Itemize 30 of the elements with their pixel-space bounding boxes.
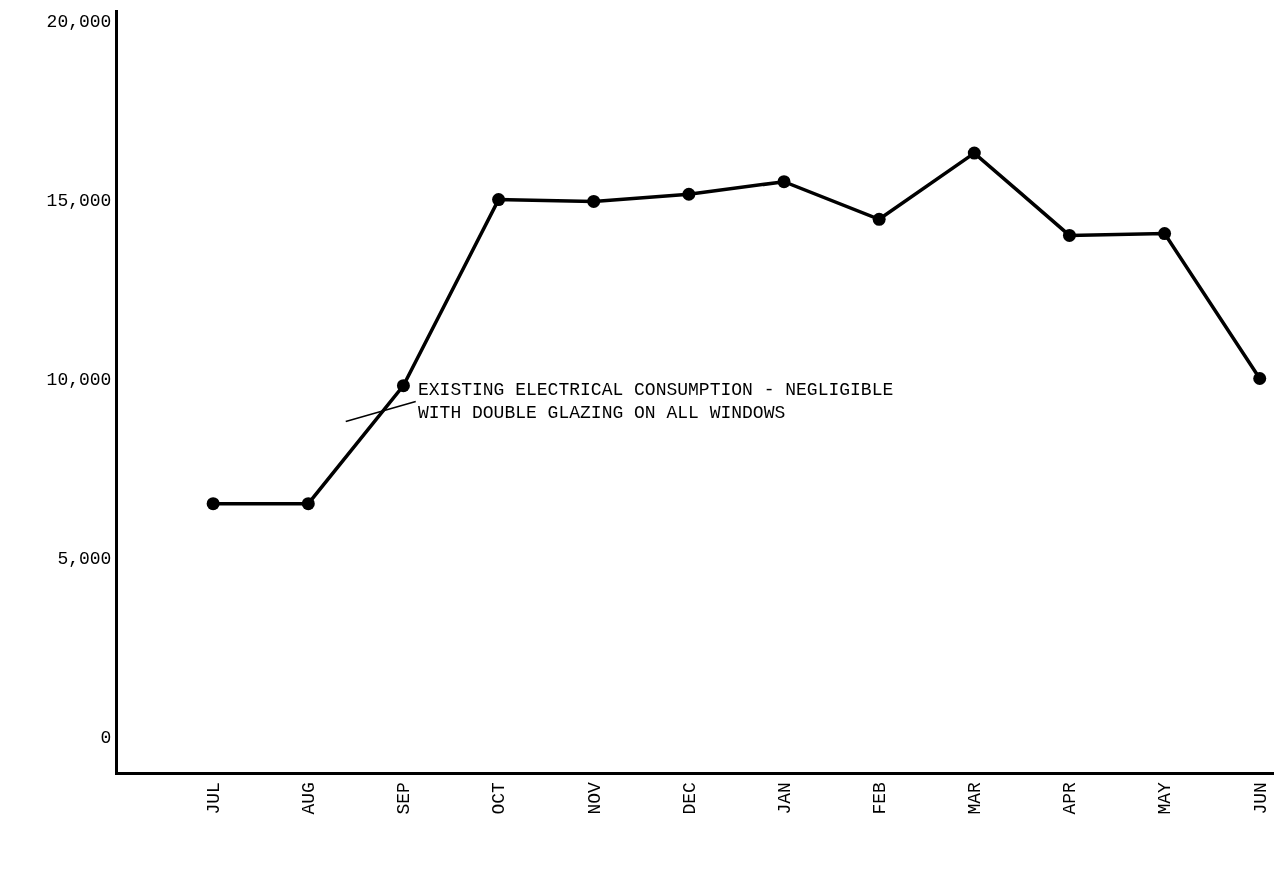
point: [206, 497, 220, 511]
x-tick-label: FEB: [870, 782, 890, 815]
x-tick-label: JAN: [774, 782, 795, 815]
x-tick-label: MAR: [965, 782, 986, 815]
y-tick-label: 20,000: [46, 12, 112, 33]
point: [967, 146, 981, 160]
point: [492, 193, 506, 207]
x-tick-label: NOV: [584, 782, 605, 815]
x-tick-label: MAY: [1155, 782, 1176, 815]
x-tick-label: AUG: [299, 782, 320, 815]
y-tick-label: 10,000: [46, 369, 112, 390]
point: [1062, 228, 1076, 242]
x-tick-label: OCT: [489, 782, 510, 815]
x-tick-label: APR: [1060, 782, 1081, 815]
point: [777, 175, 791, 189]
point: [1158, 227, 1172, 241]
annotation: EXISTING ELECTRICAL CONSUMPTION - NEGLIGIBLE WITH DOUBLE GLAZING ON ALL WINDOWS: [418, 380, 894, 424]
point: [872, 212, 886, 226]
x-tick-label: SEP: [394, 782, 415, 815]
y-tick-label: 5,000: [57, 548, 112, 569]
point: [396, 379, 410, 393]
x-tick-label: JUL: [203, 782, 224, 815]
x-tick-label: DEC: [679, 782, 700, 815]
point: [682, 187, 696, 201]
x-tick-label: JUN: [1250, 782, 1271, 815]
point: [301, 497, 315, 511]
point: [1253, 371, 1267, 385]
y-tick-label: 15,000: [46, 190, 112, 211]
y-tick-label: 0: [100, 727, 112, 748]
point: [587, 194, 601, 208]
